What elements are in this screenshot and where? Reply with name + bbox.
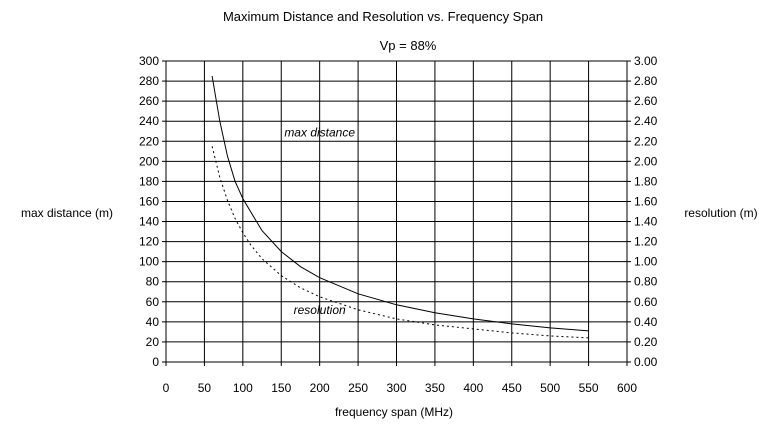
y-axis-label-left: max distance (m) — [21, 206, 113, 220]
y-tick-label-left: 0 — [152, 355, 159, 369]
y-tick-label-left: 260 — [139, 94, 159, 108]
y-tick-label-right: 1.40 — [634, 215, 658, 229]
y-tick-label-left: 220 — [139, 134, 159, 148]
grid-layer — [165, 60, 628, 363]
x-tick-label: 550 — [579, 381, 599, 395]
series-layer — [211, 76, 589, 339]
x-tick-label: 50 — [198, 381, 212, 395]
y-tick-label-right: 1.80 — [634, 174, 658, 188]
y-tick-label-right: 1.00 — [634, 255, 658, 269]
y-tick-label-right: 0.20 — [634, 335, 658, 349]
y-tick-label-left: 100 — [139, 255, 159, 269]
y-tick-label-right: 0.80 — [634, 275, 658, 289]
x-tick-label: 250 — [348, 381, 368, 395]
x-tick-label: 300 — [386, 381, 406, 395]
y-tick-label-left: 20 — [146, 335, 160, 349]
x-tick-label: 400 — [463, 381, 483, 395]
x-tick-label: 0 — [163, 381, 170, 395]
x-tick-label: 350 — [425, 381, 445, 395]
y-tick-label-right: 1.60 — [634, 194, 658, 208]
y-tick-label-left: 40 — [146, 315, 160, 329]
y-tick-label-left: 280 — [139, 74, 159, 88]
x-axis-label: frequency span (MHz) — [335, 405, 453, 419]
y-tick-label-left: 60 — [146, 295, 160, 309]
x-tick-label: 450 — [502, 381, 522, 395]
tick-layer: 0 0.00 20 0.20 40 0.40 60 0.60 80 0.80 100 1.00 120 1… — [139, 54, 658, 395]
series-line-max-distance — [211, 76, 589, 332]
y-tick-label-right: 2.00 — [634, 154, 658, 168]
y-tick-label-left: 200 — [139, 154, 159, 168]
y-tick-label-right: 3.00 — [634, 54, 658, 68]
y-tick-label-left: 160 — [139, 194, 159, 208]
x-tick-label: 200 — [310, 381, 330, 395]
y-tick-label-left: 240 — [139, 114, 159, 128]
y-tick-label-right: 2.40 — [634, 114, 658, 128]
y-tick-label-right: 0.60 — [634, 295, 658, 309]
y-tick-label-right: 0.00 — [634, 355, 658, 369]
series-label-max-distance: max distance — [284, 125, 355, 139]
y-tick-label-left: 140 — [139, 215, 159, 229]
chart-title: Maximum Distance and Resolution vs. Freq… — [223, 9, 543, 24]
chart-subtitle: Vp = 88% — [380, 38, 437, 53]
y-tick-label-right: 1.20 — [634, 235, 658, 249]
y-axis-label-right: resolution (m) — [684, 206, 757, 220]
y-tick-label-left: 180 — [139, 174, 159, 188]
x-tick-label: 600 — [617, 381, 637, 395]
series-label-resolution: resolution — [294, 303, 346, 317]
y-tick-label-right: 2.80 — [634, 74, 658, 88]
y-tick-label-right: 0.40 — [634, 315, 658, 329]
y-tick-label-left: 120 — [139, 235, 159, 249]
x-tick-label: 500 — [540, 381, 560, 395]
series-label-layer: max distance resolution — [284, 125, 355, 317]
y-tick-label-left: 80 — [146, 275, 160, 289]
y-tick-label-left: 300 — [139, 54, 159, 68]
y-tick-label-right: 2.20 — [634, 134, 658, 148]
y-tick-label-right: 2.60 — [634, 94, 658, 108]
x-tick-label: 150 — [271, 381, 291, 395]
x-tick-label: 100 — [233, 381, 253, 395]
